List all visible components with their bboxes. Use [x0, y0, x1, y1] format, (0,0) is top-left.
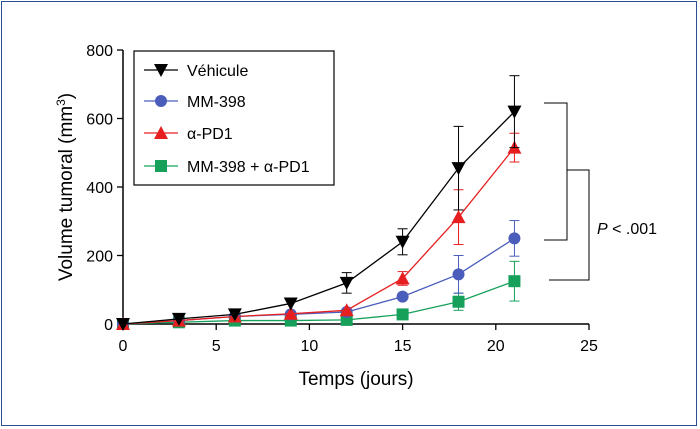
x-tick-label: 15: [394, 338, 412, 355]
legend-marker: [154, 64, 168, 77]
x-tick-label: 20: [487, 338, 505, 355]
series-0: [116, 75, 522, 331]
data-point: [283, 297, 298, 311]
p-value-rest: < .001: [608, 221, 657, 238]
data-point: [452, 295, 465, 308]
data-point: [227, 308, 242, 322]
y-tick-label: 0: [104, 317, 113, 334]
legend-label: MM-398: [187, 94, 246, 111]
legend-label: α-PD1: [187, 126, 233, 143]
legend-marker: [154, 126, 168, 139]
y-ticks: 0 200 400 600 800: [86, 43, 123, 334]
y-tick-label: 600: [86, 112, 113, 129]
bracket-outer: [544, 102, 568, 241]
p-value-p: P: [597, 221, 608, 238]
data-point: [507, 105, 522, 119]
series-group: [116, 75, 522, 331]
y-axis-title: Volume tumoral (mm3): [54, 93, 77, 281]
legend-marker: [155, 95, 167, 107]
y-axis-title-sup: 3: [54, 99, 68, 106]
x-tick-label: 0: [119, 338, 128, 355]
data-point: [339, 276, 354, 290]
legend-item: MM-398: [144, 94, 246, 111]
legend-label: Véhicule: [187, 63, 248, 80]
data-point: [508, 275, 521, 288]
x-axis-title: Temps (jours): [298, 369, 413, 390]
data-point: [396, 308, 409, 321]
data-point: [171, 312, 186, 326]
data-point: [339, 303, 354, 317]
data-point: [452, 268, 465, 281]
legend-box: [133, 50, 335, 186]
legend-item: Véhicule: [144, 63, 248, 80]
series-line: [122, 111, 515, 325]
y-axis-title-main: Volume tumoral (mm: [56, 106, 77, 281]
y-tick-label: 200: [86, 249, 113, 266]
data-point: [396, 290, 409, 303]
x-ticks: 0 5 10 15 20 25: [119, 324, 598, 355]
legend-items: Véhicule MM-398 α-PD1 MM-398 + α-PD1: [144, 63, 310, 176]
legend: Véhicule MM-398 α-PD1 MM-398 + α-PD1: [133, 50, 335, 186]
series-line: [122, 280, 515, 325]
legend-label: MM-398 + α-PD1: [187, 159, 310, 176]
x-tick-label: 25: [580, 338, 598, 355]
series-line: [122, 237, 515, 325]
significance-bracket: P < .001: [544, 102, 657, 281]
x-tick-label: 10: [301, 338, 319, 355]
data-point: [283, 306, 298, 320]
y-tick-label: 800: [86, 43, 113, 60]
legend-marker: [155, 160, 167, 172]
y-tick-label: 400: [86, 180, 113, 197]
data-point: [451, 210, 466, 224]
data-point: [508, 232, 521, 245]
data-point: [395, 271, 410, 285]
data-point: [116, 318, 130, 331]
data-point: [395, 235, 410, 249]
x-tick-label: 5: [212, 338, 221, 355]
series-line: [122, 147, 515, 325]
data-point: [451, 162, 466, 176]
bracket-inner: [549, 169, 590, 281]
y-axis-title-end: ): [56, 93, 77, 99]
p-value-annotation: P < .001: [597, 221, 657, 238]
legend-item: MM-398 + α-PD1: [144, 159, 310, 176]
legend-item: α-PD1: [144, 126, 233, 143]
